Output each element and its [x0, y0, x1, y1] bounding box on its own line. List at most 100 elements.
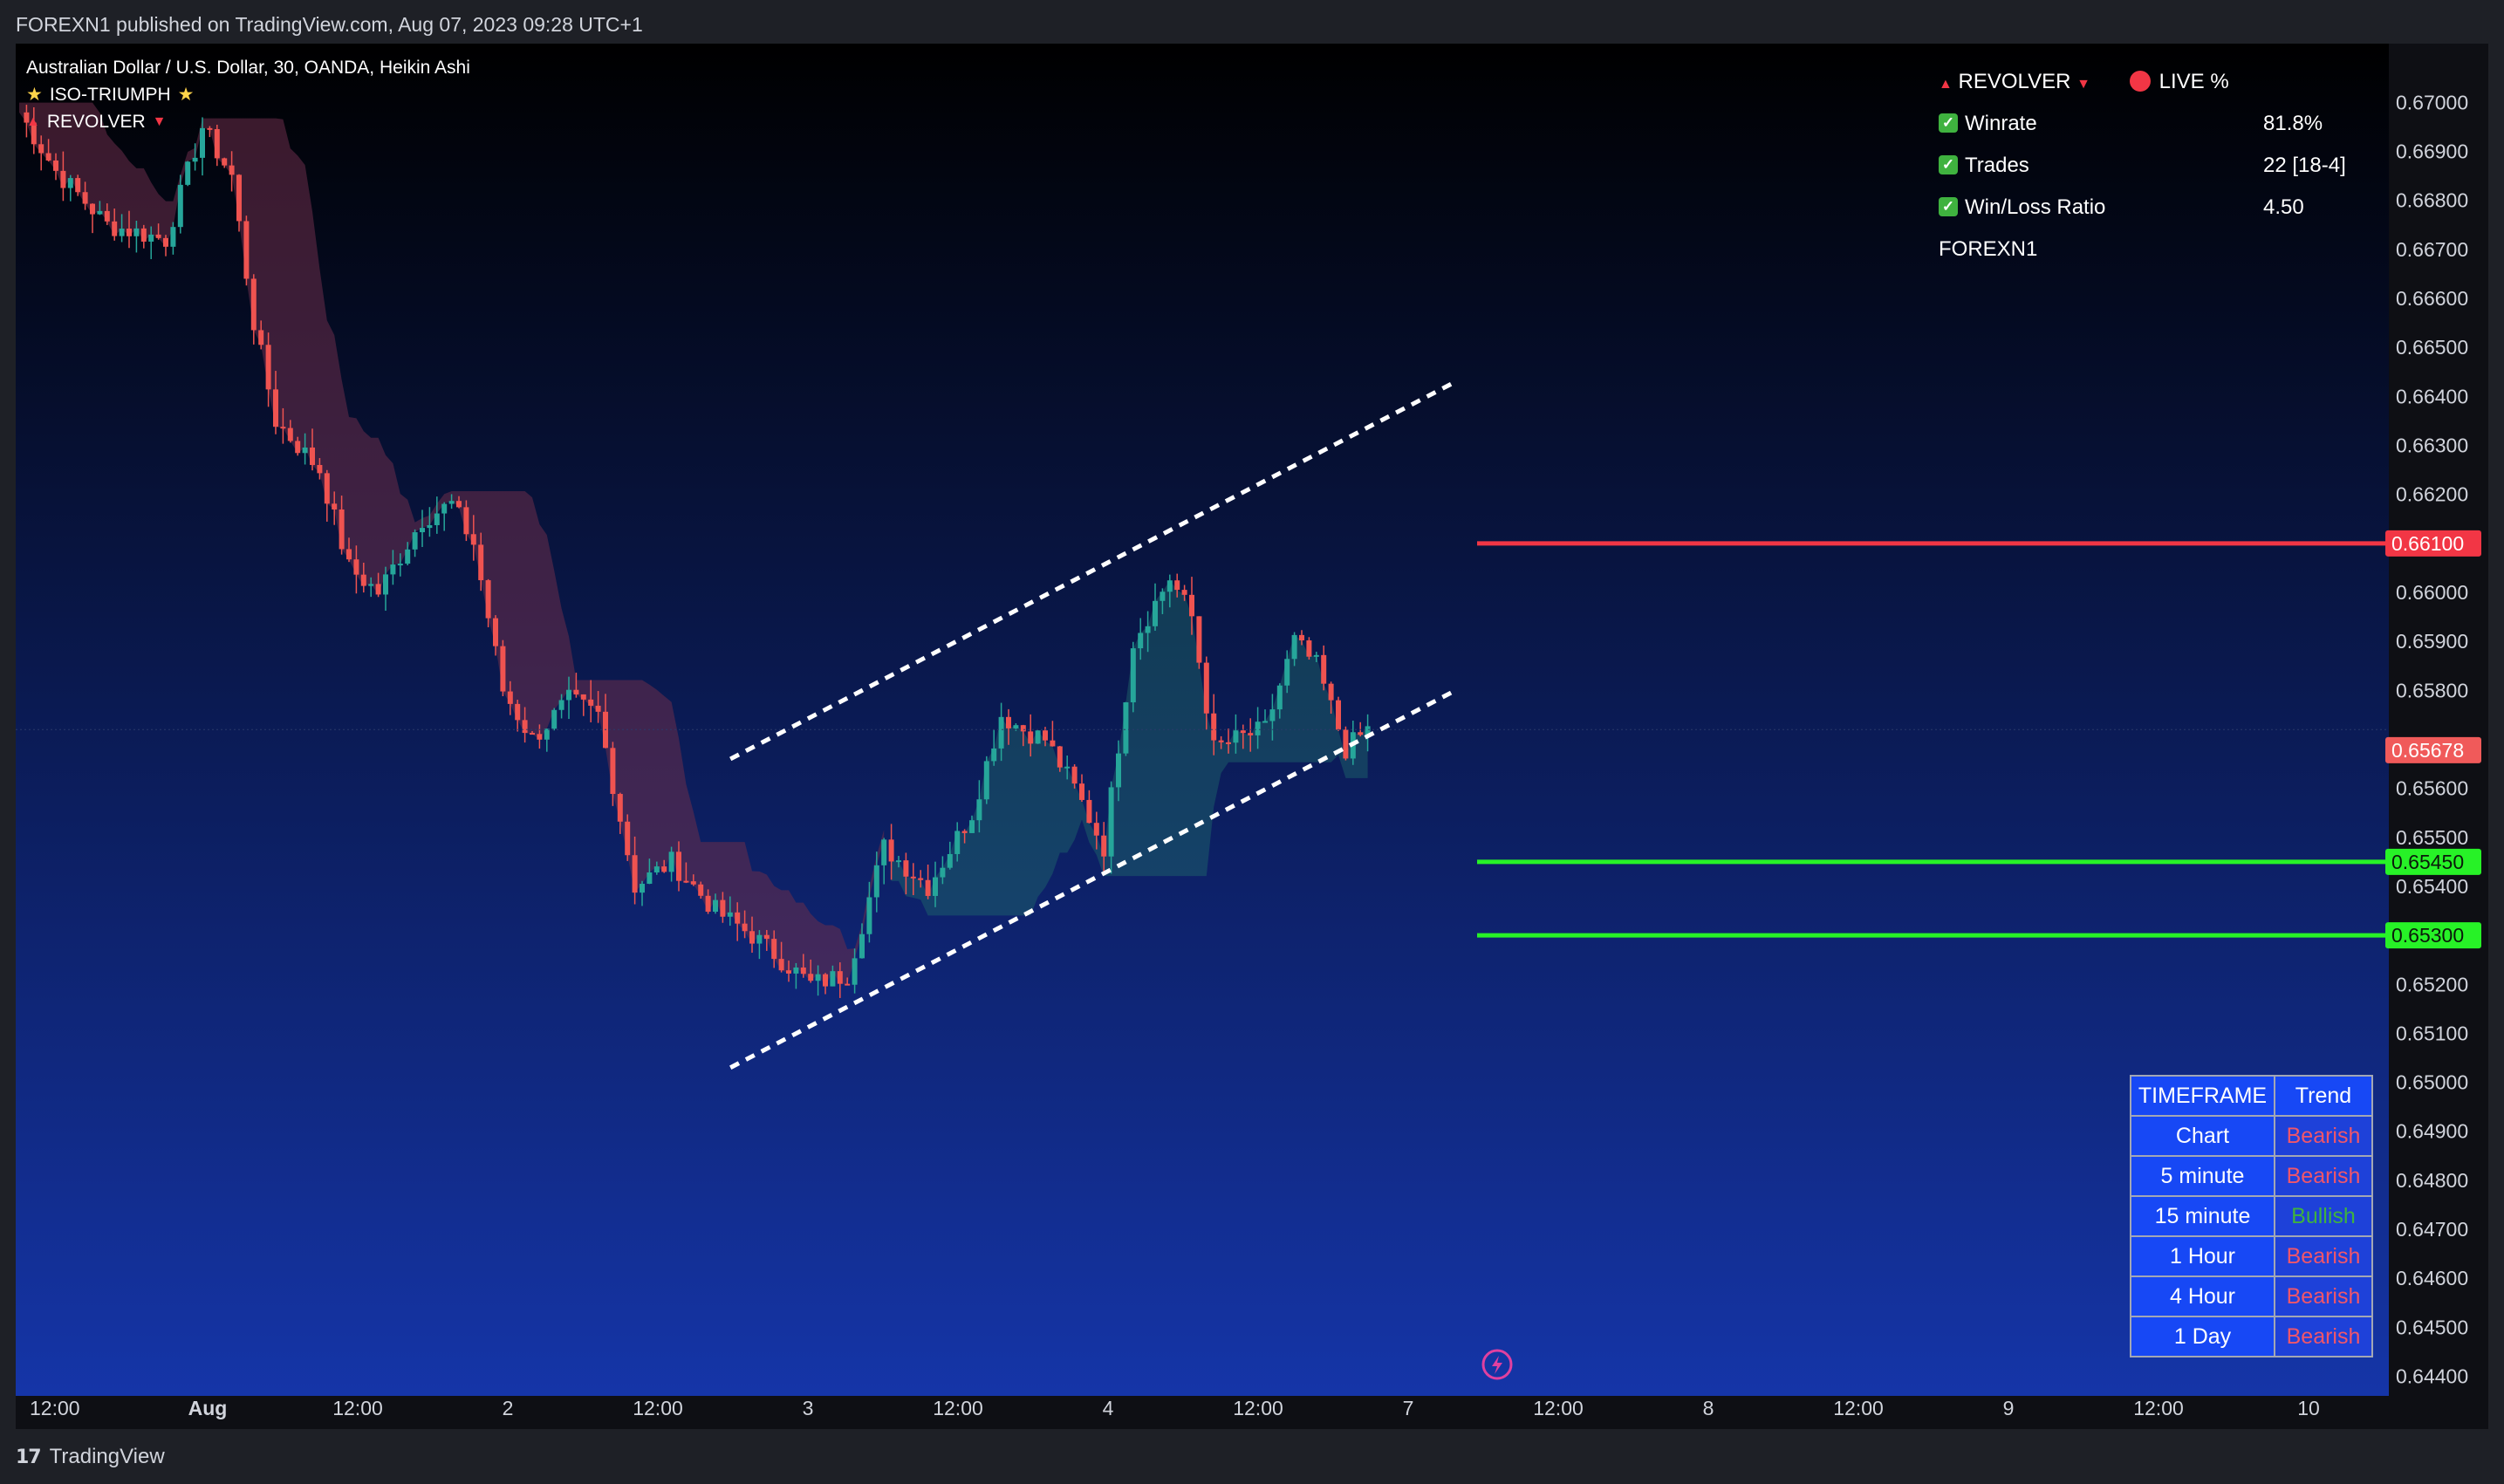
- candle-body: [749, 931, 755, 944]
- stat-row-ratio: ✓ Win/Loss Ratio 4.50: [1939, 187, 2392, 229]
- price-tag-label: 0.65300: [2391, 924, 2464, 947]
- candle-body: [625, 821, 631, 856]
- candle-body: [500, 646, 506, 692]
- star-icon: ★: [177, 85, 195, 105]
- candle-body: [537, 734, 543, 740]
- candle-body: [185, 161, 191, 185]
- trend-table-header: TIMEFRAME Trend: [2130, 1075, 2373, 1117]
- y-tick-label: 0.65900: [2396, 630, 2468, 653]
- x-tick-label: 9: [2003, 1397, 2015, 1419]
- candle-body: [82, 192, 88, 204]
- candle-body: [119, 229, 125, 236]
- winrate-label: Winrate: [1965, 112, 2037, 135]
- candle-body: [837, 971, 843, 984]
- x-tick-label: 7: [1403, 1397, 1414, 1419]
- candle-body: [653, 866, 660, 873]
- trend-cell: Bearish: [2274, 1115, 2373, 1157]
- y-tick-label: 0.66900: [2396, 140, 2468, 163]
- candle-body: [1123, 702, 1129, 754]
- candle-body: [705, 895, 711, 913]
- candle-body: [1035, 730, 1041, 744]
- candle-body: [478, 544, 484, 581]
- symbol-title[interactable]: Australian Dollar / U.S. Dollar, 30, OAN…: [26, 54, 470, 81]
- trend-cell: Bearish: [2274, 1275, 2373, 1317]
- ratio-label: Win/Loss Ratio: [1965, 195, 2106, 219]
- y-tick-label: 0.65600: [2396, 777, 2468, 800]
- candle-body: [97, 210, 103, 215]
- candle-body: [112, 221, 118, 236]
- candle-body: [778, 959, 784, 971]
- candle-body: [983, 761, 989, 800]
- candle-body: [1079, 783, 1084, 800]
- candle-body: [1130, 648, 1136, 703]
- y-tick-label: 0.66500: [2396, 336, 2468, 359]
- timeframe-cell: 1 Day: [2130, 1316, 2275, 1357]
- indicator-revolver[interactable]: ▲ REVOLVER ▼: [26, 108, 470, 135]
- candle-body: [1013, 725, 1019, 728]
- candle-body: [405, 549, 411, 564]
- footer-bar: [0, 1429, 2504, 1484]
- x-tick-label: 12:00: [30, 1397, 80, 1419]
- stats-author: FOREXN1: [1939, 237, 2038, 261]
- chart-pane[interactable]: 0.67000 0.66900 0.66800 0.66700 0.66600 0.665…: [16, 44, 2488, 1429]
- candle-body: [456, 501, 462, 508]
- y-tick-label: 0.65500: [2396, 826, 2468, 849]
- x-tick-label: 12:00: [1833, 1397, 1884, 1419]
- candle-body: [448, 501, 455, 504]
- candle-body: [1248, 733, 1254, 735]
- x-tick-label: 2: [503, 1397, 514, 1419]
- candle-body: [427, 524, 433, 529]
- candle-body: [90, 203, 95, 215]
- candle-body: [852, 958, 858, 985]
- timeframe-cell: 1 Hour: [2130, 1235, 2275, 1277]
- candle-body: [690, 881, 696, 885]
- candle-body: [881, 839, 887, 865]
- chart-canvas[interactable]: 0.67000 0.66900 0.66800 0.66700 0.66600 0.665…: [16, 44, 2488, 1429]
- candle-body: [1071, 766, 1078, 784]
- candle-body: [1240, 730, 1246, 734]
- candle-body: [67, 178, 73, 188]
- candle-body: [763, 934, 770, 940]
- candles-layer: [24, 105, 1371, 998]
- candle-body: [493, 618, 498, 646]
- candle-body: [661, 866, 667, 872]
- candle-body: [566, 689, 571, 701]
- candle-body: [1057, 746, 1063, 768]
- trades-value: 22 [18-4]: [2263, 154, 2346, 177]
- candle-body: [45, 153, 51, 161]
- candle-body: [383, 574, 388, 595]
- candle-body: [1116, 753, 1121, 788]
- candle-body: [412, 532, 418, 550]
- bearish-cloud: [19, 102, 885, 987]
- candle-body: [273, 389, 278, 427]
- x-tick-label: 4: [1103, 1397, 1114, 1419]
- candle-body: [375, 584, 381, 595]
- candle-body: [1226, 742, 1231, 744]
- candle-body: [544, 728, 550, 740]
- star-icon: ★: [26, 85, 43, 105]
- table-row: 1 Hour Bearish: [2130, 1235, 2373, 1277]
- indicator-iso-triumph[interactable]: ★ ISO-TRIUMPH ★: [26, 81, 470, 108]
- candle-body: [507, 691, 513, 704]
- candle-body: [295, 441, 301, 454]
- tradingview-logo[interactable]: 17 TradingView: [16, 1440, 165, 1474]
- candle-body: [397, 564, 403, 566]
- lightning-icon[interactable]: [1481, 1349, 1513, 1380]
- trend-table: TIMEFRAME Trend Chart Bearish 5 minute B…: [2130, 1075, 2373, 1357]
- timeframe-cell: 4 Hour: [2130, 1275, 2275, 1317]
- candle-body: [1196, 616, 1202, 663]
- candle-body: [222, 158, 228, 166]
- candle-body: [360, 574, 366, 586]
- bullish-cloud: [891, 580, 1368, 916]
- candle-body: [332, 503, 338, 509]
- candle-body: [1050, 740, 1056, 747]
- price-tag: [2385, 848, 2481, 875]
- time-axis: 12:00 Aug 12:00 2 12:00 3 12:00 4 12:00 7 12:00 8 12…: [30, 1397, 2320, 1419]
- candle-body: [647, 872, 653, 885]
- y-tick-label: 0.64600: [2396, 1267, 2468, 1289]
- x-tick-label: 12:00: [633, 1397, 683, 1419]
- candle-body: [933, 877, 938, 896]
- candle-body: [1064, 766, 1071, 769]
- triangle-up-icon: ▲: [26, 114, 40, 129]
- candle-body: [1276, 685, 1283, 710]
